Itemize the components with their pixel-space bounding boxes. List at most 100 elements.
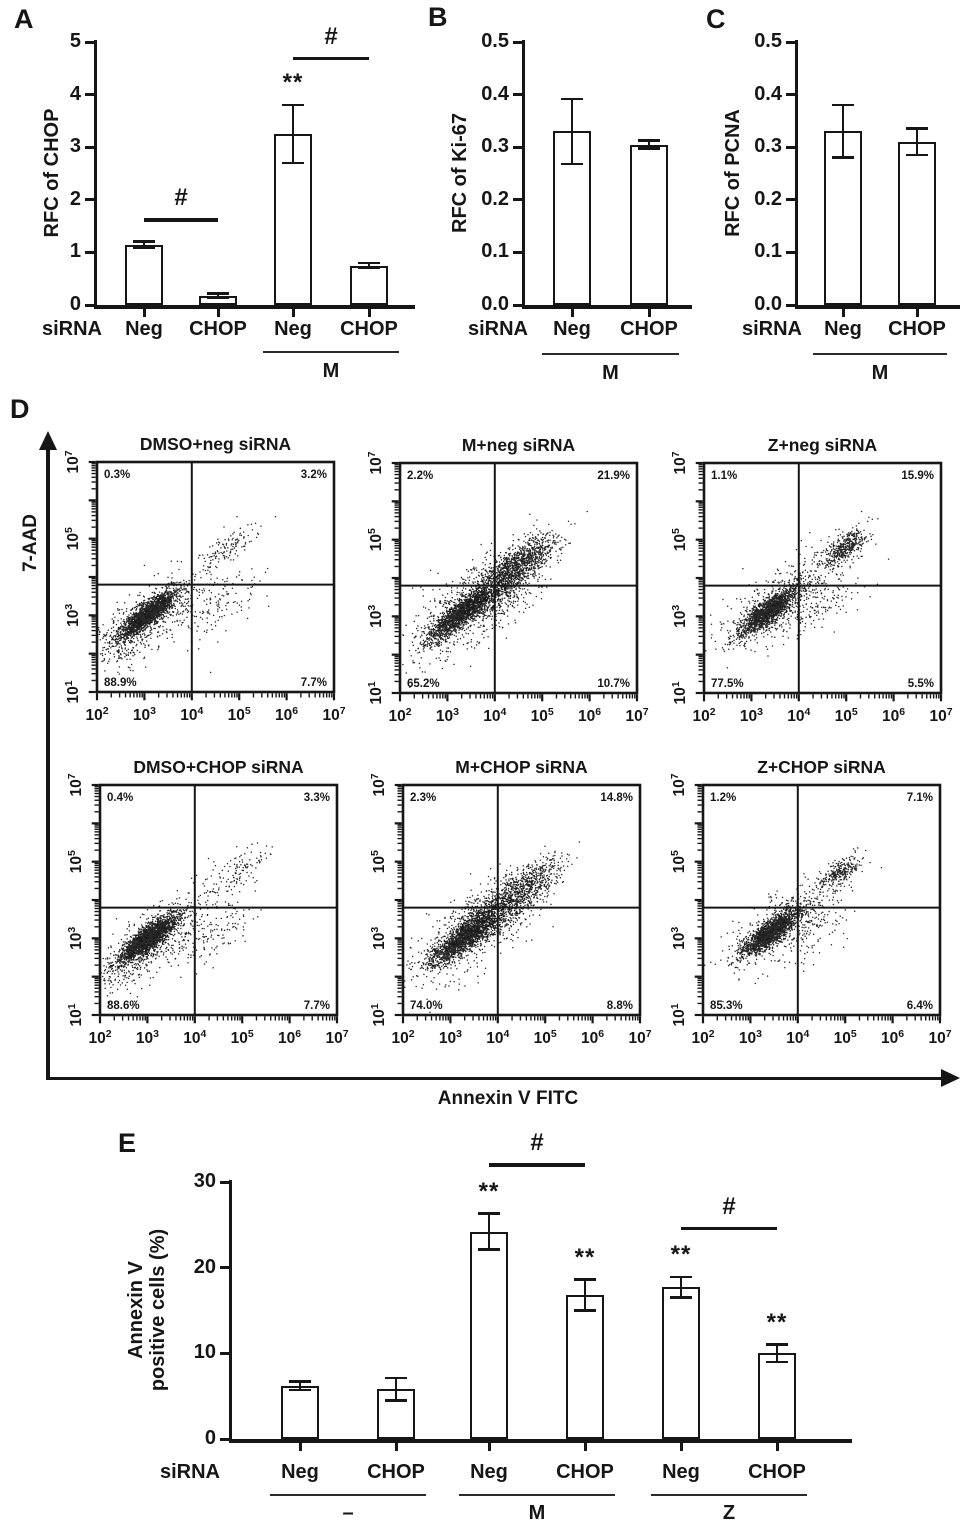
sig-hash-label: #: [722, 1192, 736, 1220]
x-tick: [142, 308, 146, 317]
x-tick-label: 105: [531, 706, 554, 725]
sig-bracket-line: [144, 218, 218, 222]
plot-frame: [95, 460, 336, 694]
y-tick-label: 30: [193, 1170, 216, 1192]
x-category-label: CHOP: [748, 1461, 806, 1483]
y-tick-label: 0: [69, 293, 81, 315]
y-tick-label: 0.5: [481, 30, 509, 52]
x-category-label: CHOP: [340, 318, 398, 340]
sig-hash-label: #: [530, 1129, 544, 1157]
y-tick-label: 0.1: [481, 240, 509, 263]
error-bar-line: [367, 262, 371, 269]
y-tick: [512, 250, 522, 254]
x-tick: [915, 308, 919, 317]
y-tick-label: 0.4: [481, 82, 509, 105]
sig-stars-label: **: [282, 69, 304, 97]
y-tick: [512, 198, 522, 202]
scatter-points: [775, 560, 879, 646]
bar: [630, 144, 668, 305]
bar: [758, 1353, 796, 1439]
y-axis-title-line: positive cells (%): [147, 1228, 169, 1392]
error-bar-cap-bottom: [906, 153, 928, 157]
bar: [662, 1287, 700, 1439]
x-category-label: CHOP: [556, 1461, 614, 1483]
y-tick-label: 105: [670, 528, 689, 551]
error-bar-cap-bottom: [638, 147, 660, 151]
y-tick-label: 105: [366, 528, 385, 551]
y-tick-label: 107: [63, 450, 82, 473]
y-tick-label: 0.0: [481, 293, 509, 315]
y-axis-line: [228, 1180, 232, 1443]
x-tick: [570, 308, 574, 317]
y-tick-label: 103: [366, 605, 385, 628]
y-tick-label: 1: [69, 240, 81, 263]
group-label: Z: [722, 1502, 736, 1524]
x-tick-label: 106: [581, 1028, 604, 1047]
d-x-axis-label: Annexin V FITC: [437, 1088, 579, 1109]
y-tick: [84, 250, 94, 254]
y-tick-label: 0.3: [481, 135, 509, 158]
flow-plot-title: M+CHOP siRNA: [455, 757, 588, 777]
sig-bracket-line: [681, 1226, 777, 1231]
quadrant-percent-upper-left: 1.2%: [710, 792, 736, 804]
x-tick-label: 102: [388, 706, 411, 725]
quadrant-percent-lower-left: 88.6%: [107, 1000, 140, 1012]
sirna-label: siRNA: [159, 1461, 220, 1483]
y-tick-label: 5: [69, 30, 81, 52]
error-bar-cap-bottom: [766, 1360, 788, 1364]
error-bar-line: [291, 105, 295, 163]
x-tick-label: 107: [322, 705, 345, 724]
x-tick-label: 102: [692, 706, 715, 725]
flow-plot-1: DMSO+neg siRNA 102 103 104 105 106 107 101 103 10…: [63, 434, 346, 724]
y-tick-label: 105: [66, 850, 85, 873]
y-tick: [785, 303, 795, 307]
y-tick: [219, 1437, 229, 1441]
quadrant-percent-upper-right: 15.9%: [901, 470, 934, 482]
y-tick-label: 101: [63, 680, 82, 703]
group-label: M: [602, 362, 619, 384]
x-axis-line: [521, 305, 692, 309]
error-bar-line: [487, 1213, 491, 1250]
error-bar-line: [298, 1381, 302, 1391]
sirna-label: siRNA: [741, 318, 802, 340]
d-y-axis-arrow-line: [46, 448, 50, 1080]
x-tick: [298, 1442, 302, 1451]
x-category-label: Neg: [662, 1461, 700, 1483]
error-bar-cap-top: [478, 1212, 500, 1215]
scatter-points: [101, 892, 199, 978]
quadrant-percent-upper-left: 2.3%: [410, 792, 436, 804]
quadrant-percent-upper-left: 0.4%: [107, 792, 133, 804]
error-bar-line: [394, 1378, 398, 1401]
group-label: M: [871, 362, 889, 384]
x-tick: [679, 1442, 683, 1451]
y-tick: [219, 1351, 229, 1355]
x-tick-label: 102: [691, 1028, 714, 1047]
x-axis-line: [794, 305, 960, 309]
flow-plot-3: Z+neg siRNA 102 103 104 105 106 107 101 103 105 10…: [670, 435, 953, 725]
y-tick: [84, 303, 94, 307]
error-bar-cap-bottom: [385, 1399, 407, 1402]
x-tick-label: 105: [228, 705, 251, 724]
group-underline: [270, 1494, 426, 1497]
plot-frame: [98, 783, 339, 1017]
x-tick-label: 107: [325, 1028, 348, 1047]
scatter-points: [188, 842, 273, 916]
flow-plot-4: DMSO+CHOP siRNA 102 103 104 105 106 107 101 103 1…: [66, 757, 349, 1047]
error-bar-cap-top: [385, 1376, 407, 1380]
x-tick-label: 106: [275, 705, 298, 724]
x-tick-label: 106: [278, 1028, 301, 1047]
quadrant-percent-lower-left: 77.5%: [711, 678, 744, 690]
error-bar-cap-bottom: [133, 246, 155, 249]
sig-hash-label: #: [174, 184, 188, 212]
quadrant-percent-lower-left: 74.0%: [410, 1000, 443, 1012]
x-tick: [775, 1442, 779, 1451]
bar: [281, 1385, 319, 1439]
x-axis-line: [228, 1439, 852, 1443]
y-tick-label: 10: [193, 1341, 216, 1364]
y-tick: [512, 40, 522, 44]
error-bar-cap-top: [832, 103, 854, 107]
x-tick-label: 103: [136, 1028, 159, 1047]
y-tick: [512, 303, 522, 307]
x-tick-label: 106: [881, 1028, 904, 1047]
